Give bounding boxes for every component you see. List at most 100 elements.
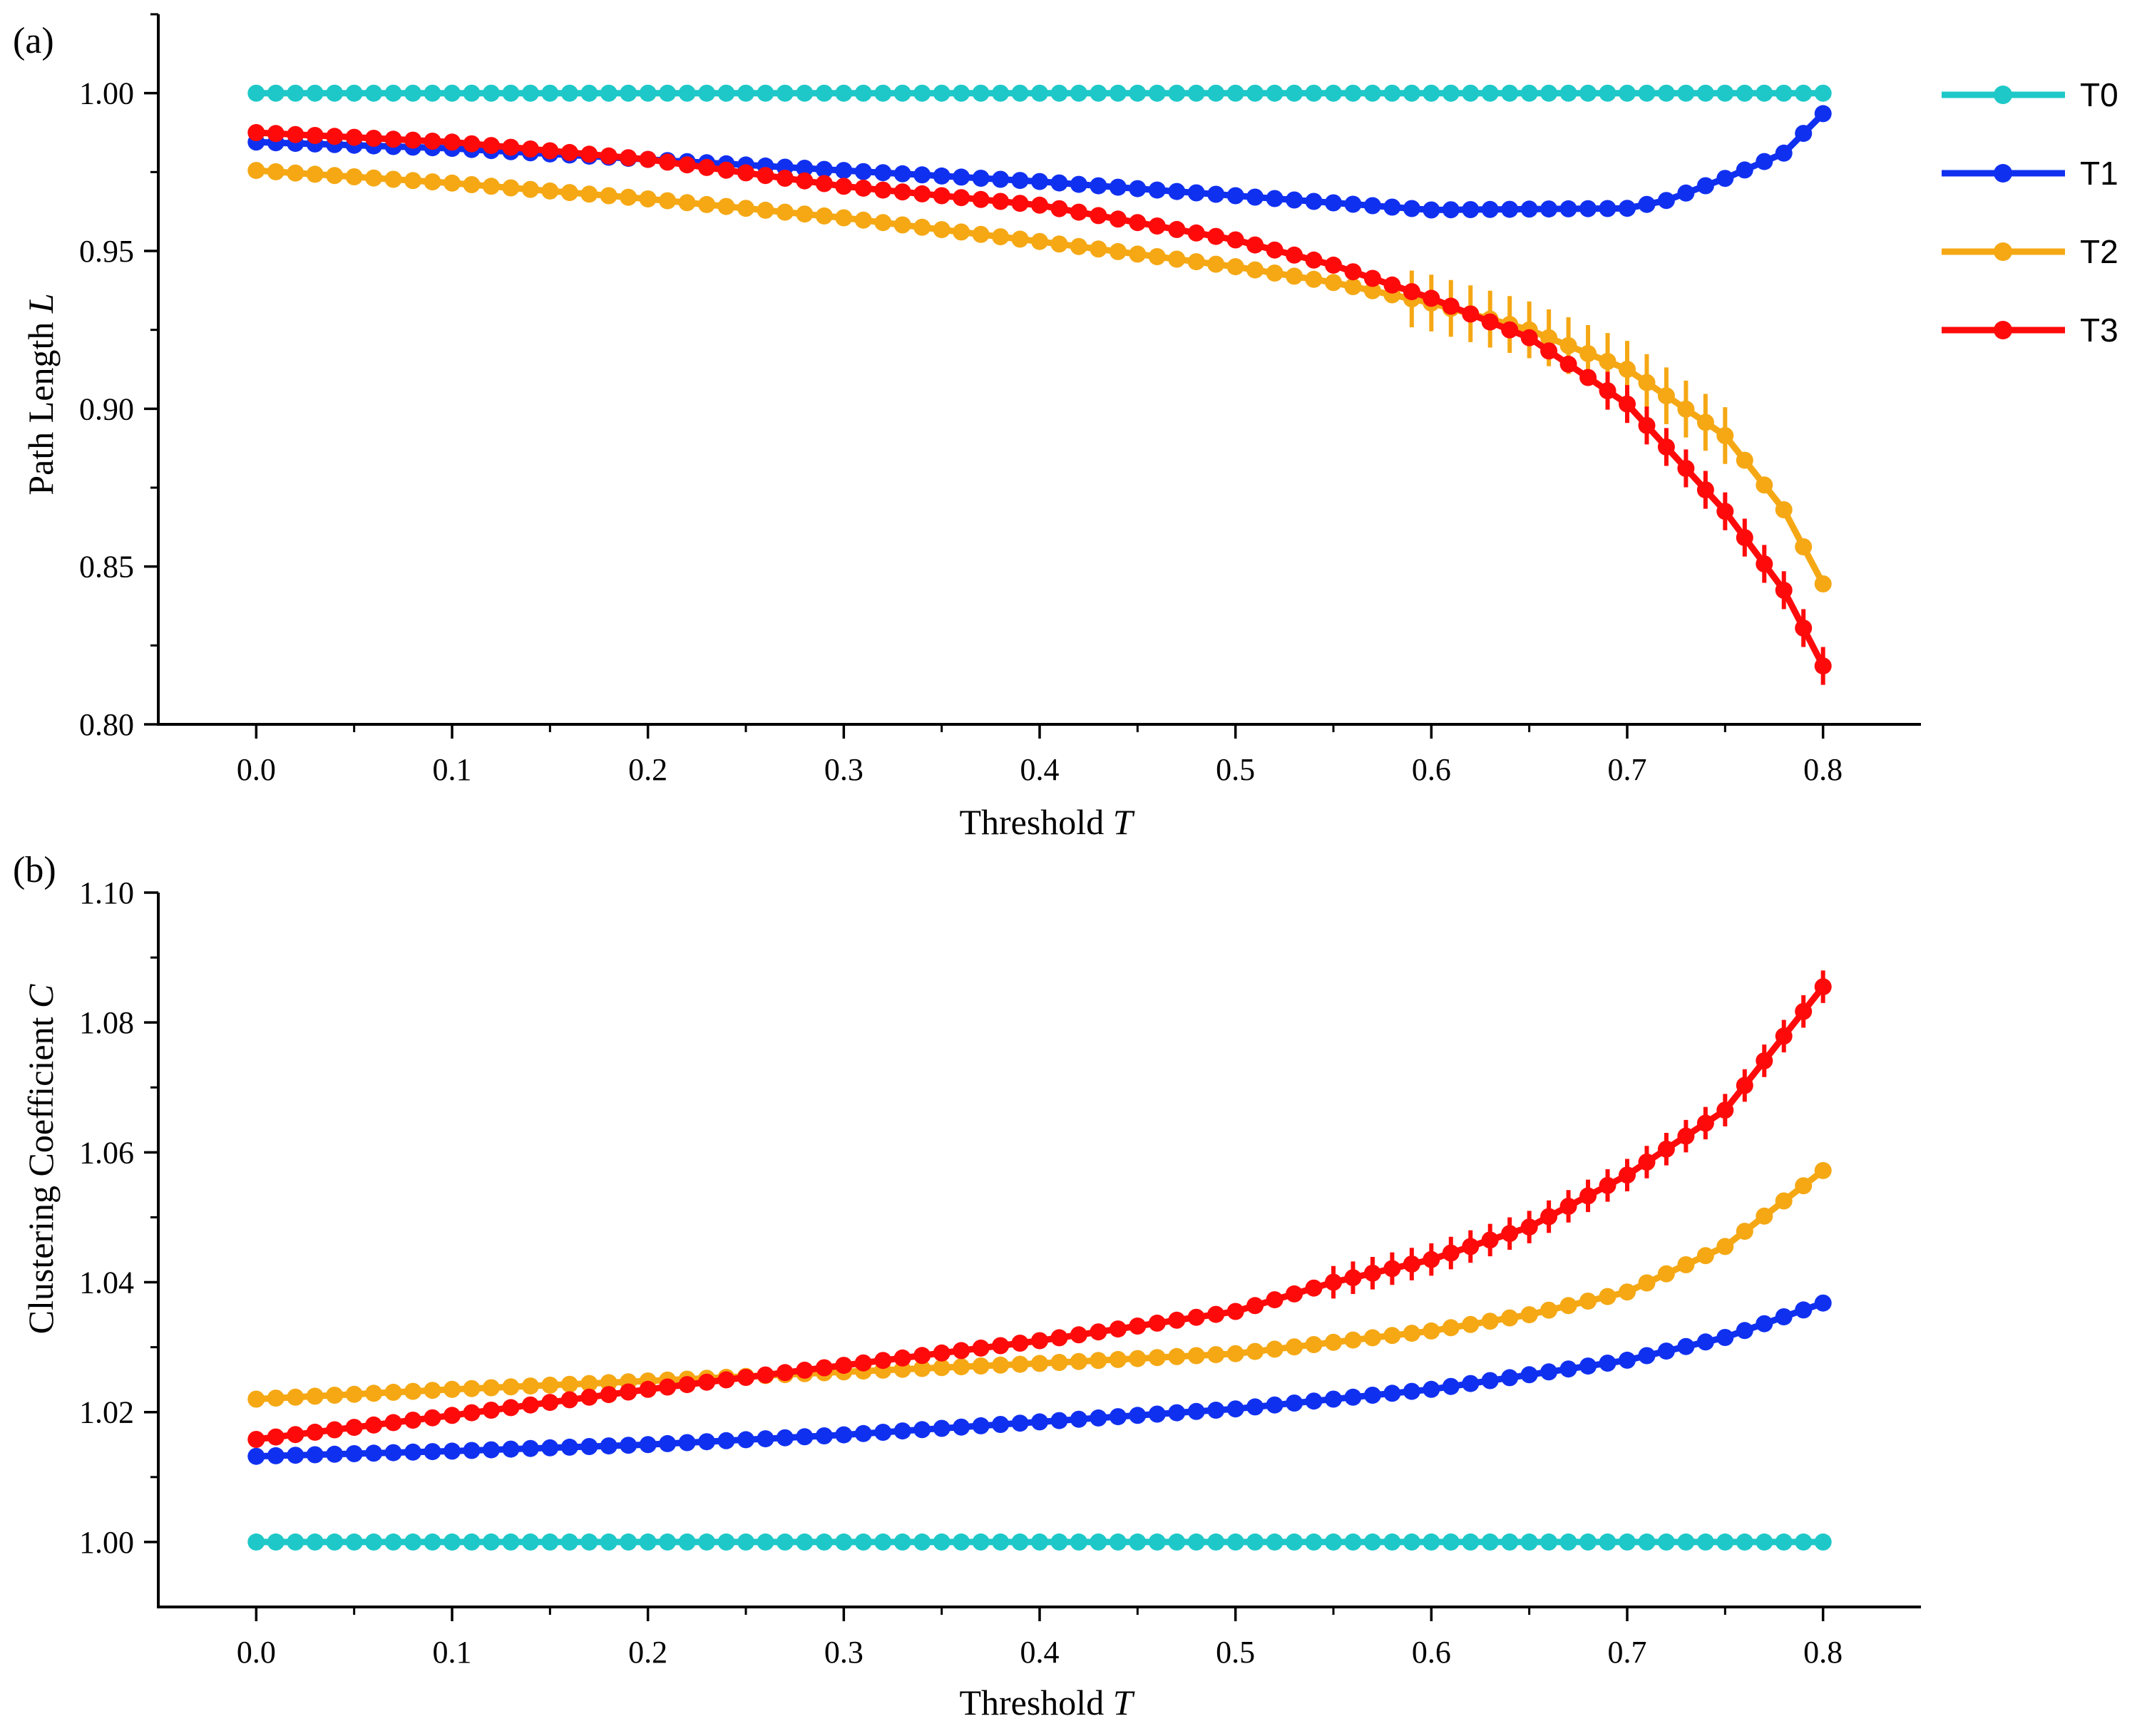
data-point bbox=[1109, 1533, 1127, 1551]
data-point bbox=[854, 84, 872, 102]
data-point bbox=[306, 1423, 324, 1441]
data-point bbox=[482, 1379, 500, 1397]
data-point bbox=[757, 1533, 774, 1551]
data-point bbox=[893, 183, 911, 201]
data-point bbox=[580, 84, 598, 102]
data-point bbox=[1129, 1318, 1147, 1335]
data-point bbox=[933, 1344, 950, 1362]
data-point bbox=[1011, 84, 1029, 102]
panel-clustering-coefficient: (b) 0.0 0.1 0.2 0.3 0.4 0.5 0.6 0.7 0.8 1.00 1.02 1… bbox=[13, 850, 1921, 1722]
data-point bbox=[560, 1375, 578, 1393]
x-tick-label: 0.1 bbox=[433, 1635, 472, 1670]
data-point bbox=[1559, 355, 1577, 373]
data-point bbox=[776, 1364, 794, 1382]
data-point bbox=[659, 1378, 677, 1396]
data-point bbox=[1109, 178, 1127, 196]
data-point bbox=[1031, 1413, 1048, 1431]
data-point bbox=[541, 84, 559, 102]
data-point bbox=[1462, 305, 1480, 323]
data-point bbox=[1050, 174, 1068, 192]
data-point bbox=[678, 194, 696, 212]
data-point bbox=[1325, 1533, 1342, 1551]
data-point bbox=[992, 1416, 1010, 1433]
data-point bbox=[1814, 1294, 1832, 1312]
data-point bbox=[1736, 451, 1753, 469]
data-point bbox=[953, 168, 970, 186]
data-point bbox=[1344, 195, 1362, 213]
data-point bbox=[659, 1533, 677, 1551]
data-point bbox=[463, 1380, 481, 1397]
data-point bbox=[1070, 1326, 1087, 1344]
data-point bbox=[247, 1533, 265, 1551]
x-tick-label: 0.4 bbox=[1020, 752, 1060, 787]
series-t3 bbox=[247, 124, 1832, 685]
data-point bbox=[953, 84, 970, 102]
data-point bbox=[287, 1426, 304, 1444]
data-point bbox=[1090, 1352, 1107, 1370]
data-point bbox=[345, 1385, 363, 1403]
legend-item-t3: T3 bbox=[1942, 312, 2118, 349]
data-point bbox=[1325, 274, 1342, 292]
data-point bbox=[913, 166, 931, 184]
data-point bbox=[1050, 1329, 1068, 1347]
data-point bbox=[1814, 575, 1832, 592]
data-point bbox=[737, 164, 754, 182]
data-point bbox=[1462, 1315, 1480, 1333]
data-point bbox=[1187, 253, 1205, 271]
data-point bbox=[1579, 84, 1597, 102]
data-point bbox=[345, 1533, 363, 1551]
data-point bbox=[854, 211, 872, 229]
data-point bbox=[247, 1431, 265, 1448]
data-point bbox=[1638, 1274, 1656, 1292]
data-point bbox=[893, 165, 911, 183]
data-point bbox=[698, 1533, 716, 1551]
data-point bbox=[1129, 245, 1147, 263]
data-point bbox=[287, 1533, 304, 1551]
data-point bbox=[306, 1446, 324, 1464]
data-point bbox=[424, 173, 441, 191]
data-point bbox=[992, 228, 1010, 246]
data-point bbox=[1716, 1238, 1734, 1255]
data-point bbox=[1599, 1533, 1616, 1551]
data-point bbox=[933, 221, 950, 239]
data-point bbox=[1050, 235, 1068, 253]
data-point bbox=[1579, 1293, 1597, 1310]
data-point bbox=[482, 84, 500, 102]
data-point bbox=[1462, 1533, 1480, 1551]
data-point bbox=[620, 149, 637, 167]
data-point bbox=[1266, 1291, 1283, 1309]
data-point bbox=[326, 1445, 344, 1463]
data-point bbox=[1501, 1225, 1519, 1243]
data-point bbox=[717, 161, 735, 179]
data-point bbox=[1187, 1308, 1205, 1326]
data-point bbox=[1344, 1331, 1362, 1349]
data-point bbox=[1246, 1297, 1264, 1315]
data-point bbox=[1168, 1533, 1186, 1551]
data-point bbox=[1168, 183, 1186, 200]
data-point bbox=[874, 84, 892, 102]
data-point bbox=[1619, 395, 1636, 413]
data-point bbox=[1559, 1297, 1577, 1315]
legend-item-t2: T2 bbox=[1942, 233, 2118, 270]
data-point bbox=[1109, 210, 1127, 228]
data-point bbox=[1031, 1332, 1048, 1350]
data-point bbox=[874, 1352, 892, 1370]
data-point bbox=[424, 1443, 441, 1461]
data-point bbox=[1814, 1161, 1832, 1179]
data-point bbox=[1559, 200, 1577, 217]
data-point bbox=[326, 1387, 344, 1404]
data-point bbox=[247, 124, 265, 141]
data-point bbox=[444, 133, 461, 151]
data-point bbox=[953, 1533, 970, 1551]
data-point bbox=[1657, 192, 1675, 210]
data-point bbox=[1756, 555, 1773, 572]
data-point bbox=[1266, 264, 1283, 282]
data-point bbox=[933, 1419, 950, 1437]
data-point bbox=[1579, 1357, 1597, 1375]
data-point bbox=[1442, 1319, 1460, 1337]
data-point bbox=[1363, 84, 1381, 102]
data-point bbox=[1501, 1369, 1519, 1387]
data-point bbox=[444, 1533, 461, 1551]
data-point bbox=[1109, 1408, 1127, 1426]
data-point bbox=[893, 1422, 911, 1440]
